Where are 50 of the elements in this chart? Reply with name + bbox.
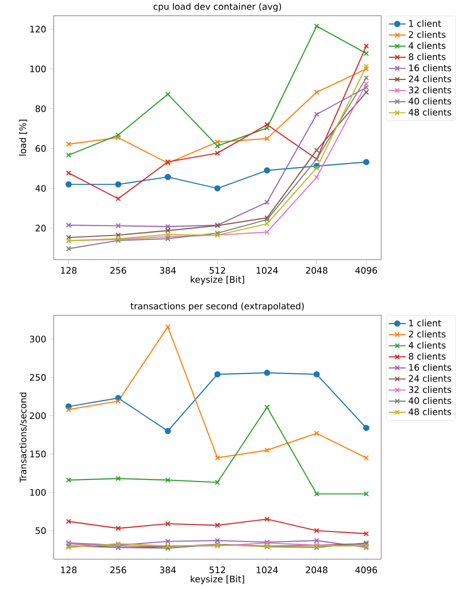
legend-label: 48 clients	[408, 408, 452, 416]
x-tick-label: 512	[210, 566, 226, 574]
y-tick-label: 80	[36, 105, 46, 112]
x-tick-label: 1024	[256, 267, 278, 274]
legend-label: 24 clients	[409, 374, 452, 382]
legend-label: 16 clients	[409, 64, 452, 72]
x-tick-label: 384	[160, 267, 176, 274]
y-tick-label: 150	[30, 450, 46, 458]
y-tick-label: 100	[30, 66, 46, 72]
chart-title: transactions per second (extrapolated)	[130, 302, 304, 312]
legend-label: 1 client	[409, 319, 442, 326]
y-tick-label: 20	[36, 224, 46, 232]
legend-label: 4 clients	[408, 42, 446, 50]
y-tick-label: 250	[30, 374, 46, 381]
y-tick-label: 50	[36, 527, 46, 534]
y-tick-label: 200	[30, 412, 46, 420]
legend-label: 40 clients	[408, 397, 452, 404]
legend-label: 1 client	[409, 20, 442, 27]
x-tick-label: 4096	[355, 566, 378, 574]
y-tick-label: 60	[36, 145, 46, 152]
x-tick-label: 256	[110, 267, 126, 274]
legend-label: 16 clients	[409, 364, 452, 371]
y-tick-label: 100	[30, 488, 46, 496]
x-tick-label: 4096	[355, 267, 378, 274]
legend-label: 2 clients	[409, 31, 446, 38]
y-tick-label: 300	[30, 336, 46, 342]
y-tick-label: 40	[36, 184, 46, 192]
x-tick-label: 1024	[256, 566, 278, 574]
legend-label: 48 clients	[408, 108, 452, 116]
legend-label: 32 clients	[409, 86, 452, 94]
x-tick-label: 128	[61, 566, 77, 574]
x-axis-title: keysize [Bit]	[190, 276, 244, 285]
legend-label: 8 clients	[408, 352, 446, 360]
x-tick-label: 512	[210, 267, 226, 274]
x-tick-label: 256	[110, 566, 126, 574]
legend-label: 8 clients	[408, 53, 446, 60]
chart-title: cpu load dev container (avg)	[154, 2, 282, 12]
x-axis-title: keysize [Bit]	[190, 575, 244, 584]
x-tick-label: 2048	[306, 566, 328, 574]
legend-label: 24 clients	[409, 75, 452, 82]
legend-label: 32 clients	[409, 386, 452, 393]
legend-label: 40 clients	[408, 98, 452, 104]
x-tick-label: 2048	[306, 267, 328, 274]
y-axis-title: load [%]	[19, 120, 28, 156]
x-tick-label: 384	[160, 566, 176, 574]
y-tick-label: 120	[30, 26, 46, 32]
legend-label: 2 clients	[409, 330, 446, 338]
x-tick-label: 128	[61, 267, 77, 274]
y-axis-title: Transactions/second	[20, 392, 28, 483]
legend-label: 4 clients	[408, 342, 446, 349]
